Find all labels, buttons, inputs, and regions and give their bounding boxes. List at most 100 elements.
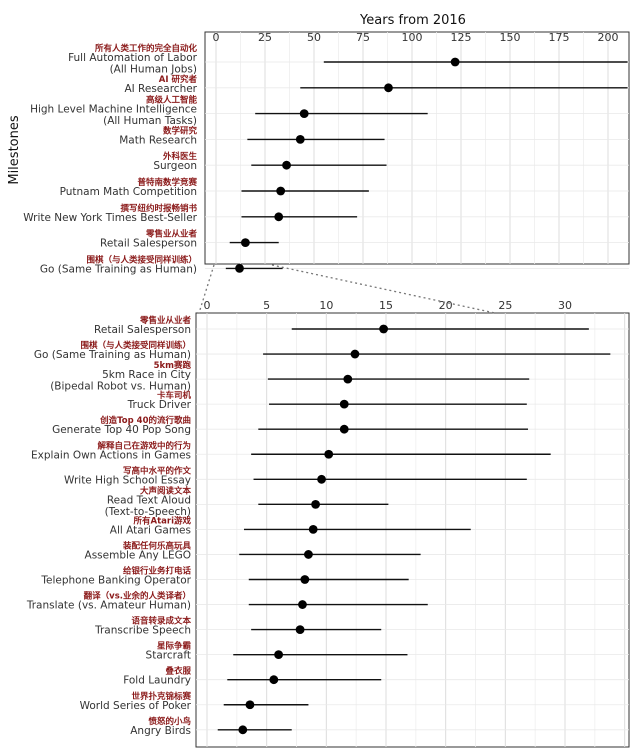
bottom-label-cn: 星际争霸 — [157, 641, 192, 652]
bottom-median-dot — [269, 675, 279, 685]
top-median-dot — [274, 212, 284, 222]
bottom-label-en: Transcribe Speech — [94, 625, 191, 637]
bottom-label-cn: 所有Atari游戏 — [133, 515, 192, 526]
bottom-label-cn: 卡车司机 — [157, 390, 192, 401]
bottom-label-en: (Bipedal Robot vs. Human) — [50, 381, 191, 393]
top-label-cn: AI 研究者 — [159, 74, 198, 85]
y-axis-title: Milestones — [7, 115, 22, 184]
bottom-tick-label: 20 — [439, 299, 453, 312]
bottom-median-dot — [311, 499, 320, 509]
bottom-label-en: (Text-to-Speech) — [105, 506, 191, 518]
top-label-cn: 普特南数学竞赛 — [137, 177, 197, 188]
bottom-label-en: Telephone Banking Operator — [40, 575, 191, 587]
top-label-en: High Level Machine Intelligence — [30, 104, 197, 116]
bottom-label-en: Truck Driver — [127, 399, 192, 411]
top-median-dot — [384, 83, 393, 93]
bottom-median-dot — [245, 700, 255, 710]
top-label-en: AI Researcher — [124, 83, 197, 95]
bottom-label-cn: 围棋（与人类接受同样训练） — [80, 340, 191, 351]
bottom-label-en: Go (Same Training as Human) — [34, 349, 191, 361]
top-label-en: Full Automation of Labor — [68, 52, 198, 64]
bottom-label-en: Fold Laundry — [123, 675, 191, 687]
top-label-cn: 所有人类工作的完全自动化 — [94, 43, 198, 54]
top-label-en: Write New York Times Best-Seller — [23, 212, 197, 224]
bottom-label-cn: 写高中水平的作文 — [123, 465, 192, 476]
bottom-label-en: Assemble Any LEGO — [85, 549, 191, 561]
bottom-median-dot — [295, 625, 305, 634]
top-tick-label: 0 — [213, 31, 220, 44]
bottom-tick-label: 15 — [379, 299, 393, 312]
top-label-en: Surgeon — [153, 160, 197, 172]
bottom-label-cn: 大声阅读文本 — [140, 485, 192, 496]
bottom-label-cn: 语音转录成文本 — [131, 616, 191, 627]
bottom-median-dot — [317, 474, 326, 484]
zoom-line-right — [271, 264, 496, 314]
top-label-cn: 零售业从业者 — [145, 229, 198, 240]
bottom-label-cn: 解释自己在游戏中的行为 — [97, 440, 191, 451]
top-median-dot — [282, 160, 291, 170]
bottom-label-en: World Series of Poker — [80, 700, 192, 712]
bottom-label-en: Read Text Aloud — [107, 494, 191, 506]
bottom-label-en: Explain Own Actions in Games — [31, 449, 191, 461]
bottom-label-en: Angry Birds — [130, 725, 191, 737]
top-tick-label: 200 — [598, 31, 619, 44]
bottom-median-dot — [298, 600, 307, 609]
bottom-median-dot — [308, 525, 318, 534]
bottom-tick-label: 10 — [319, 299, 333, 312]
top-label-cn: 高级人工智能 — [146, 95, 198, 106]
bottom-label-en: 5km Race in City — [102, 369, 191, 381]
top-median-dot — [295, 135, 305, 144]
top-label-cn: 撰写纽约时报畅销书 — [120, 203, 197, 214]
top-tick-label: 75 — [356, 31, 370, 44]
top-label-cn: 外科医生 — [162, 151, 198, 162]
top-panel-frame — [204, 31, 630, 265]
bottom-median-dot — [324, 449, 334, 459]
top-tick-label: 125 — [451, 31, 472, 44]
bottom-label-cn: 5km赛跑 — [154, 360, 192, 371]
bottom-label-cn: 世界扑克锦标赛 — [131, 691, 191, 702]
bottom-label-en: Generate Top 40 Pop Song — [52, 424, 191, 436]
top-median-dot — [241, 238, 250, 248]
bottom-label-cn: 翻译（vs.业余的人类译者） — [84, 591, 191, 602]
bottom-median-dot — [304, 550, 313, 559]
bottom-median-dot — [274, 650, 283, 660]
top-median-dot — [450, 57, 460, 67]
top-median-dot — [235, 264, 244, 273]
bottom-tick-label: 0 — [204, 299, 211, 312]
top-median-dot — [299, 109, 309, 118]
top-median-dot — [276, 186, 286, 196]
top-axis-title: Years from 2016 — [359, 13, 466, 28]
top-label-en: Retail Salesperson — [100, 238, 197, 250]
bottom-median-dot — [339, 424, 349, 434]
top-label-en: Math Research — [119, 134, 197, 146]
bottom-median-dot — [343, 374, 353, 384]
bottom-label-cn: 愤怒的小鸟 — [148, 716, 191, 727]
top-tick-label: 150 — [500, 31, 521, 44]
zoom-line-left — [198, 264, 215, 314]
top-marks: Full Automation of Labor(All Human Jobs)… — [23, 43, 628, 275]
bottom-label-en: Starcraft — [146, 650, 191, 662]
top-label-cn: 数学研究 — [163, 125, 198, 136]
bottom-label-cn: 创造Top 40的流行歌曲 — [99, 415, 191, 426]
bottom-label-cn: 叠衣服 — [165, 666, 191, 677]
top-label-en: Go (Same Training as Human) — [40, 263, 197, 275]
bottom-label-en: All Atari Games — [110, 524, 191, 536]
top-label-en: (All Human Tasks) — [103, 115, 197, 127]
bottom-tick-label: 30 — [558, 299, 572, 312]
top-tick-label: 50 — [307, 31, 321, 44]
bottom-tick-label: 5 — [263, 299, 270, 312]
bottom-label-cn: 零售业从业者 — [139, 315, 192, 326]
bottom-label-cn: 装配任何乐高玩具 — [122, 540, 192, 551]
top-label-cn: 围棋（与人类接受同样训练） — [86, 254, 197, 265]
top-tick-label: 175 — [549, 31, 570, 44]
bottom-label-en: Write High School Essay — [64, 474, 191, 486]
bottom-label-en: Translate (vs. Amateur Human) — [26, 600, 191, 612]
bottom-median-dot — [379, 324, 389, 334]
bottom-median-dot — [238, 725, 248, 735]
bottom-median-dot — [339, 399, 349, 409]
top-tick-label: 25 — [258, 31, 272, 44]
bottom-tick-label: 25 — [498, 299, 512, 312]
bottom-median-dot — [350, 349, 360, 359]
